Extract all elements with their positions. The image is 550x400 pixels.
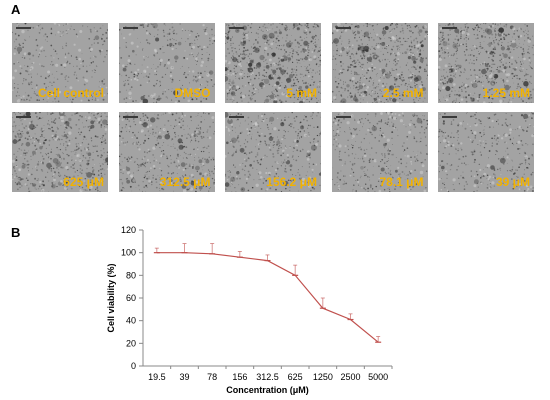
micrograph-tile: 312.5 μM — [118, 112, 215, 192]
x-tick-label: 19.5 — [148, 372, 166, 382]
micrograph-tile: 5 mM — [225, 23, 321, 103]
micrograph-label: Cell control — [37, 86, 104, 100]
micrograph-texture — [438, 112, 534, 192]
x-tick-label: 78 — [207, 372, 217, 382]
y-tick-label: 100 — [121, 248, 136, 258]
scale-bar — [335, 116, 351, 118]
panel-b-label: B — [11, 225, 21, 240]
micrograph-texture — [331, 112, 428, 192]
scale-bar — [122, 27, 138, 29]
micrograph-tile: 1.25 mM — [438, 23, 534, 103]
micrograph-label: 625 μM — [63, 175, 104, 189]
micrograph-label: 1.25 mM — [482, 86, 530, 100]
y-axis-title: Cell viability (%) — [106, 263, 116, 332]
scale-bar — [229, 27, 244, 29]
micrograph-label: 39 μM — [495, 175, 530, 189]
micrograph-texture — [118, 23, 215, 103]
micrograph-tile: 2.5 mM — [331, 23, 428, 103]
micrograph-label: DMSO — [174, 86, 211, 100]
micrograph-tile: 156.2 μM — [225, 112, 321, 192]
micrograph-label: 312.5 μM — [159, 175, 211, 189]
micrograph-grid: Cell control DMSO 5 mM 2.5 mM 1.25 mM 625 μM 3… — [12, 23, 534, 193]
x-tick-label: 1250 — [313, 372, 333, 382]
x-tick-label: 625 — [288, 372, 303, 382]
micrograph-tile: 39 μM — [438, 112, 534, 192]
micrograph-label: 5 mM — [286, 86, 317, 100]
micrograph-tile: 78.1 μM — [331, 112, 428, 192]
micrograph-label: 156.2 μM — [266, 175, 317, 189]
y-tick-label: 40 — [126, 316, 136, 326]
micrograph-texture — [225, 112, 321, 192]
micrograph-tile: Cell control — [12, 23, 108, 103]
scale-bar — [122, 116, 138, 118]
x-tick-label: 2500 — [340, 372, 360, 382]
x-axis-title: Concentration (μM) — [226, 385, 309, 395]
y-tick-label: 60 — [126, 293, 136, 303]
micrograph-texture — [331, 23, 428, 103]
micrograph-tile: 625 μM — [12, 112, 108, 192]
micrograph-label: 2.5 mM — [382, 86, 424, 100]
y-tick-label: 120 — [121, 225, 136, 235]
scale-bar — [335, 27, 351, 29]
scale-bar — [16, 27, 31, 29]
micrograph-label: 78.1 μM — [379, 175, 424, 189]
micrograph-tile: DMSO — [118, 23, 215, 103]
y-tick-label: 80 — [126, 270, 136, 280]
micrograph-texture — [12, 23, 108, 103]
scale-bar — [229, 116, 244, 118]
y-tick-label: 0 — [131, 361, 136, 371]
panel-a-label: A — [11, 2, 21, 17]
scale-bar — [442, 116, 457, 118]
scale-bar — [16, 116, 31, 118]
y-tick-label: 20 — [126, 338, 136, 348]
micrograph-texture — [225, 23, 321, 103]
x-tick-label: 312.5 — [256, 372, 279, 382]
micrograph-texture — [12, 112, 108, 192]
x-tick-label: 5000 — [368, 372, 388, 382]
viability-line — [156, 252, 379, 343]
micrograph-texture — [118, 112, 215, 192]
x-tick-label: 156 — [232, 372, 247, 382]
micrograph-texture — [438, 23, 534, 103]
scale-bar — [442, 27, 457, 29]
x-tick-label: 39 — [179, 372, 189, 382]
